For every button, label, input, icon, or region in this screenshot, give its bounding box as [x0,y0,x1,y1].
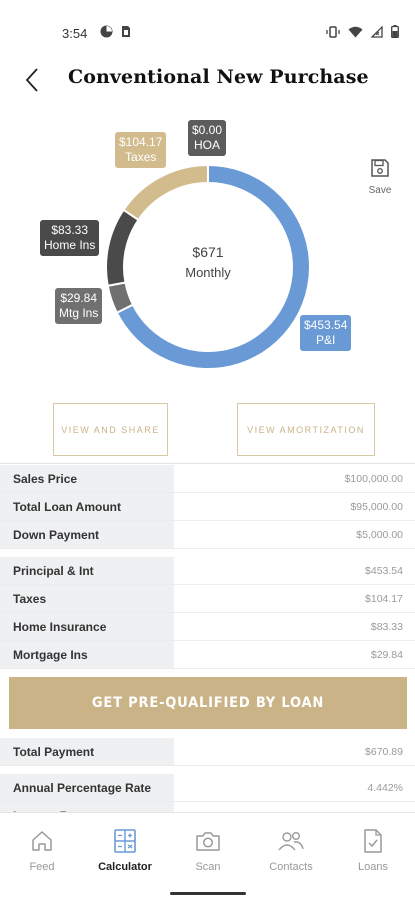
save-label: Save [368,185,392,196]
row-value: $83.33 [174,613,415,640]
get-pre-qualified-button[interactable]: GET PRE-QUALIFIED BY LOAN [9,677,407,729]
nav-label: Contacts [269,861,313,873]
nav-item-feed[interactable]: Feed [7,827,77,873]
nav-item-scan[interactable]: Scan [173,827,243,873]
battery-icon [391,25,399,38]
callout-mtg-ins: $29.84 Mtg Ins [55,288,103,324]
callout-taxes: $104.17 Taxes [115,132,167,168]
save-button[interactable]: Save [365,158,395,196]
row-value: 4.442% [174,774,415,801]
divider [0,463,415,464]
row-label: Total Payment [0,738,174,765]
donut-center-value: $671 [192,244,223,260]
table-row-down-payment: Down Payment $5,000.00 [0,521,415,549]
wifi-icon [348,26,363,37]
donut-svg: $671 Monthly [105,163,311,370]
callout-label: HOA [194,138,221,152]
nav-item-calculator[interactable]: Calculator [90,827,160,873]
row-label: Annual Percentage Rate [0,774,174,801]
table-row-apr: Annual Percentage Rate 4.442% [0,774,415,802]
callout-p-i: $453.54 P&I [300,315,352,351]
view-and-share-button[interactable]: VIEW AND SHARE [53,403,168,456]
donut-slice-home-ins [105,208,140,287]
row-label: Taxes [0,585,174,612]
row-label: Total Loan Amount [0,493,174,520]
callout-value: $0.00 [192,123,223,137]
payment-breakdown-table: Principal & Int $453.54 Taxes $104.17 Ho… [0,557,415,669]
loan-summary-table: Sales Price $100,000.00 Total Loan Amoun… [0,465,415,549]
nav-label: Scan [195,861,221,873]
row-label: Mortgage Ins [0,641,174,668]
row-value: $95,000.00 [174,493,415,520]
vibrate-icon [326,25,340,38]
document-check-icon [364,829,382,853]
calculator-icon [114,829,136,853]
donut-slice-taxes [122,163,209,222]
status-left-icons [100,25,131,38]
signal-icon [371,25,383,38]
row-label: Down Payment [0,521,174,548]
row-label: Principal & Int [0,557,174,584]
contacts-icon [278,832,304,851]
page-title: Conventional New Purchase [68,66,369,88]
table-row-home-insurance: Home Insurance $83.33 [0,613,415,641]
callout-value: $29.84 [60,291,98,305]
table-row-taxes: Taxes $104.17 [0,585,415,613]
status-time: 3:54 [62,26,88,41]
callout-label: P&I [316,333,336,347]
home-indicator [170,892,246,895]
sim-card-icon [122,26,130,37]
table-row-mortgage-ins: Mortgage Ins $29.84 [0,641,415,669]
donut-slice-p-i [115,163,311,370]
total-payment-table: Total Payment $670.89 [0,738,415,766]
status-bar: 3:54 [0,0,415,56]
row-value: $5,000.00 [174,521,415,548]
back-button[interactable] [16,64,48,96]
nav-item-contacts[interactable]: Contacts [256,827,326,873]
nav-label: Calculator [98,861,152,873]
table-row-principal-int: Principal & Int $453.54 [0,557,415,585]
callout-value: $83.33 [51,223,89,237]
nav-label: Loans [358,861,388,873]
row-value: $100,000.00 [174,465,415,492]
row-label: Sales Price [0,465,174,492]
row-value: $670.89 [174,738,415,765]
callout-value: $104.17 [119,135,163,149]
row-label: Home Insurance [0,613,174,640]
donut-center-label: Monthly [185,265,231,280]
row-value: $104.17 [174,585,415,612]
payment-donut-chart: $671 Monthly $453.54 P&I $29.84 Mtg Ins $83.… [0,110,415,390]
camera-icon [196,832,220,851]
nav-label: Feed [29,861,55,873]
header: Conventional New Purchase [0,56,415,102]
floppy-disk-icon [371,159,389,177]
table-row-total-payment: Total Payment $670.89 [0,738,415,766]
view-amortization-button[interactable]: VIEW AMORTIZATION [237,403,375,456]
app-notification-icon [100,25,113,38]
callout-label: Mtg Ins [59,306,99,320]
chevron-left-icon [25,68,38,92]
row-value: $453.54 [174,557,415,584]
callout-label: Home Ins [44,238,96,252]
callout-value: $453.54 [304,318,348,332]
row-value: $29.84 [174,641,415,668]
table-row-sales-price: Sales Price $100,000.00 [0,465,415,493]
callout-hoa: $0.00 HOA [188,120,227,156]
table-row-total-loan-amount: Total Loan Amount $95,000.00 [0,493,415,521]
nav-item-loans[interactable]: Loans [338,827,408,873]
callout-label: Taxes [125,150,157,164]
home-icon [32,831,52,851]
bottom-nav: Feed Calculator Scan Contacts Loans [0,812,415,900]
status-right-icons [326,25,399,38]
callout-home-ins: $83.33 Home Ins [40,220,100,256]
